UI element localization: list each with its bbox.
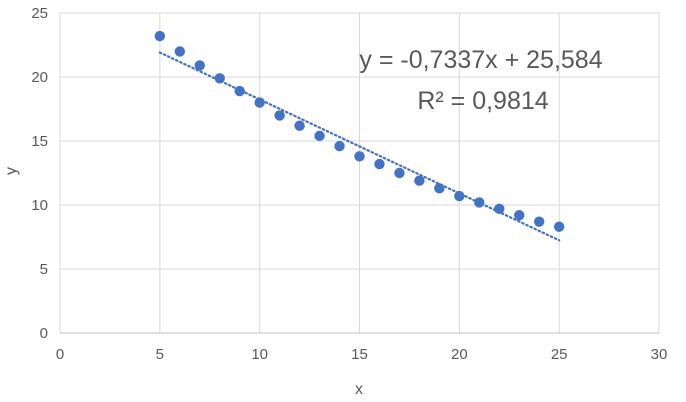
data-point [174,46,185,57]
x-tick-label: 20 [451,346,468,363]
x-tick-label: 15 [351,346,368,363]
x-tick-label: 10 [251,346,268,363]
y-tick-label: 25 [31,5,48,22]
y-tick-label: 5 [40,261,48,278]
data-point [254,97,265,108]
x-tick-label: 0 [56,346,64,363]
data-point [214,73,225,84]
x-tick-label: 5 [156,346,164,363]
data-point [414,175,425,186]
data-points [154,30,565,232]
data-point [454,190,465,202]
data-point [434,183,445,194]
data-point [354,151,365,162]
r-squared-label: R² = 0,9814 [417,87,548,115]
y-tick-label: 0 [40,325,48,342]
axes [59,13,659,334]
data-point [474,197,485,208]
data-point [553,221,565,232]
data-point [514,210,525,221]
gridlines [60,12,660,333]
x-axis-title: x [355,381,363,398]
y-axis-title: y [3,167,20,175]
data-point [234,85,245,97]
trendline-equation: y = -0,7337x + 25,584 [359,46,602,74]
y-tick-label: 20 [31,69,48,86]
data-point [294,120,305,131]
data-point [534,216,545,227]
x-tick-label: 25 [551,346,568,363]
data-point [334,140,345,152]
trendline [158,51,561,242]
data-point [494,203,505,215]
x-tick-labels: 0 5 10 15 20 25 30 [56,346,668,363]
data-point [314,130,325,142]
data-point [394,167,405,179]
data-point [154,30,166,42]
data-point [274,110,285,121]
data-point [374,158,385,170]
y-tick-label: 10 [31,197,48,214]
x-tick-label: 30 [651,346,668,363]
data-point [194,60,205,71]
y-tick-label: 15 [31,133,48,150]
y-tick-labels: 0 5 10 15 20 25 [31,5,48,342]
